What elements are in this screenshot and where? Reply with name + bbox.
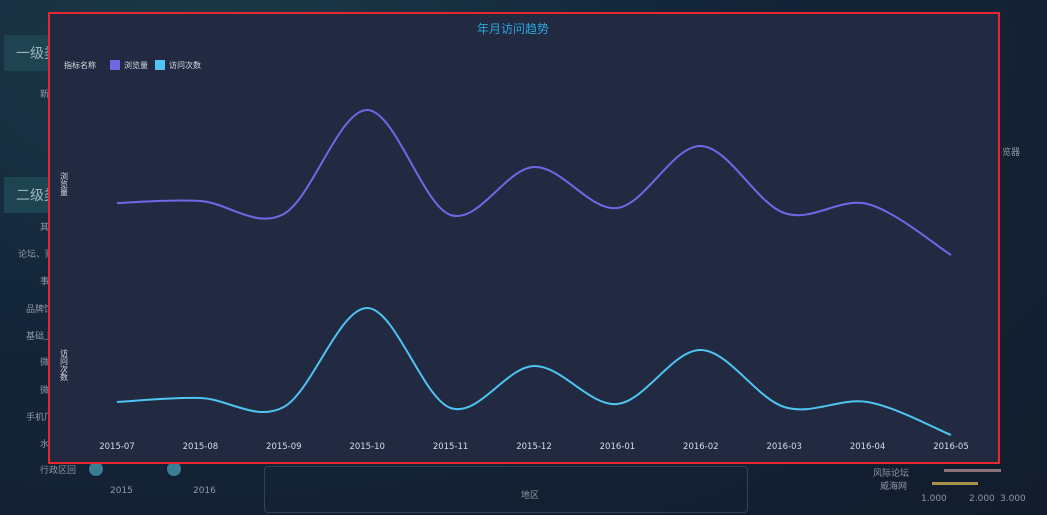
x-tick-label: 2015-08 bbox=[183, 442, 219, 452]
slider-year-2016: 2016 bbox=[193, 486, 216, 496]
right-label: 威海网 bbox=[880, 482, 908, 492]
legend-title: 指标名称 bbox=[64, 60, 96, 70]
left-label: 其 bbox=[40, 223, 50, 233]
chart-panel: 年月访问趋势 指标名称 浏览量 访问次数 浏览量 访问次数 2015-07 2015-… bbox=[48, 12, 1000, 464]
region-chart-panel bbox=[264, 466, 748, 513]
legend-swatch[interactable] bbox=[110, 60, 120, 70]
right-label: 风际论坛 bbox=[873, 469, 910, 479]
left-label: 新 bbox=[40, 90, 50, 100]
chart-title: 年月访问趋势 bbox=[477, 22, 549, 36]
left-label: 微 bbox=[40, 386, 50, 396]
x-tick-label: 2015-07 bbox=[99, 442, 135, 452]
left-label: 品牌馆 bbox=[26, 305, 54, 315]
right-tick: 1.000 bbox=[921, 494, 947, 504]
slider-handle[interactable] bbox=[89, 462, 103, 476]
x-tick-label: 2016-05 bbox=[933, 442, 969, 452]
right-tick: 2.000 bbox=[969, 494, 995, 504]
left-label: 微 bbox=[40, 358, 50, 368]
right-bar bbox=[932, 482, 978, 485]
left-label: 水 bbox=[40, 440, 50, 450]
y-axis-label: 浏览量 bbox=[60, 171, 69, 196]
region-axis-label: 地区 bbox=[521, 491, 540, 501]
x-tick-label: 2015-10 bbox=[349, 442, 385, 452]
slider-handle[interactable] bbox=[167, 462, 181, 476]
y-axis-label: 访问次数 bbox=[60, 348, 69, 382]
legend-swatch[interactable] bbox=[155, 60, 165, 70]
right-tick: 3.000 bbox=[1000, 494, 1026, 504]
x-tick-label: 2015-11 bbox=[433, 442, 469, 452]
legend-label[interactable]: 访问次数 bbox=[169, 60, 201, 70]
left-label: 行政区回 bbox=[40, 466, 77, 476]
legend-label[interactable]: 浏览量 bbox=[124, 60, 148, 70]
left-label: 论坛、贴 bbox=[18, 250, 55, 260]
x-tick-label: 2016-04 bbox=[850, 442, 886, 452]
left-label: 手机厂 bbox=[26, 413, 54, 423]
x-tick-label: 2015-12 bbox=[516, 442, 552, 452]
right-label: 览器 bbox=[1002, 148, 1021, 158]
x-tick-label: 2016-03 bbox=[766, 442, 802, 452]
left-label: 事 bbox=[40, 277, 50, 287]
left-label: 基础上 bbox=[26, 332, 54, 342]
series-line-1 bbox=[116, 306, 952, 436]
x-tick-label: 2016-01 bbox=[600, 442, 636, 452]
right-bar bbox=[944, 469, 1001, 472]
x-tick-label: 2016-02 bbox=[683, 442, 719, 452]
series-line-0 bbox=[116, 108, 952, 256]
slider-year-2015: 2015 bbox=[110, 486, 133, 496]
x-tick-label: 2015-09 bbox=[266, 442, 302, 452]
